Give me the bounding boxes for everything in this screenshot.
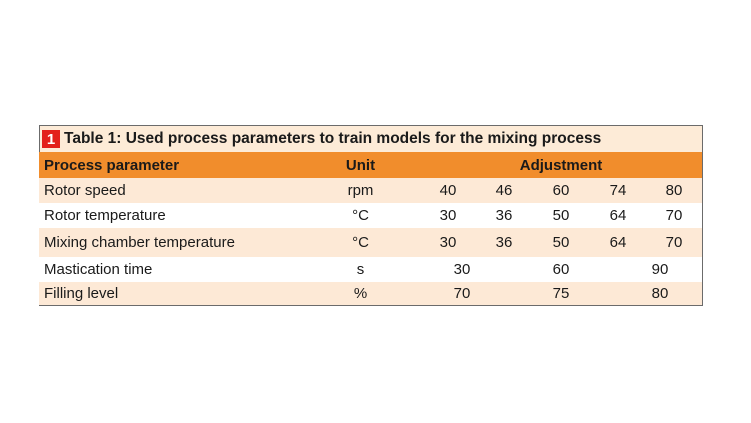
table-badge: 1 xyxy=(42,130,60,148)
value-cell: 64 xyxy=(590,203,647,229)
header-cell: Adjustment xyxy=(420,152,703,179)
value-cell: 30 xyxy=(420,257,505,283)
value-cell: 70 xyxy=(646,203,703,229)
value-cell: 40 xyxy=(420,178,477,204)
value-cell: 75 xyxy=(504,282,619,306)
unit-cell: rpm xyxy=(301,178,421,204)
unit-cell: °C xyxy=(301,203,421,229)
value-cell: 30 xyxy=(420,203,477,229)
parameter-cell: Filling level xyxy=(39,282,302,306)
value-cell: 74 xyxy=(590,178,647,204)
value-cell: 80 xyxy=(646,178,703,204)
value-cell: 60 xyxy=(532,178,591,204)
unit-cell: % xyxy=(301,282,421,306)
value-cell: 64 xyxy=(590,228,647,258)
parameter-cell: Rotor temperature xyxy=(39,203,302,229)
value-cell: 90 xyxy=(618,257,703,283)
value-cell: 30 xyxy=(420,228,477,258)
value-cell: 70 xyxy=(646,228,703,258)
value-cell: 50 xyxy=(532,203,591,229)
value-cell: 80 xyxy=(618,282,703,306)
unit-cell: s xyxy=(301,257,421,283)
value-cell: 36 xyxy=(476,203,533,229)
parameter-cell: Mixing chamber temperature xyxy=(39,228,302,258)
value-cell: 36 xyxy=(476,228,533,258)
parameter-cell: Rotor speed xyxy=(39,178,302,204)
parameter-cell: Mastication time xyxy=(39,257,302,283)
value-cell: 50 xyxy=(532,228,591,258)
unit-cell: °C xyxy=(301,228,421,258)
header-cell: Process parameter xyxy=(39,152,302,179)
table-title-row: 1 Table 1: Used process parameters to tr… xyxy=(39,125,703,153)
value-cell: 60 xyxy=(504,257,619,283)
header-cell: Unit xyxy=(301,152,421,179)
value-cell: 70 xyxy=(420,282,505,306)
table-title: Table 1: Used process parameters to trai… xyxy=(64,130,602,147)
value-cell: 46 xyxy=(476,178,533,204)
